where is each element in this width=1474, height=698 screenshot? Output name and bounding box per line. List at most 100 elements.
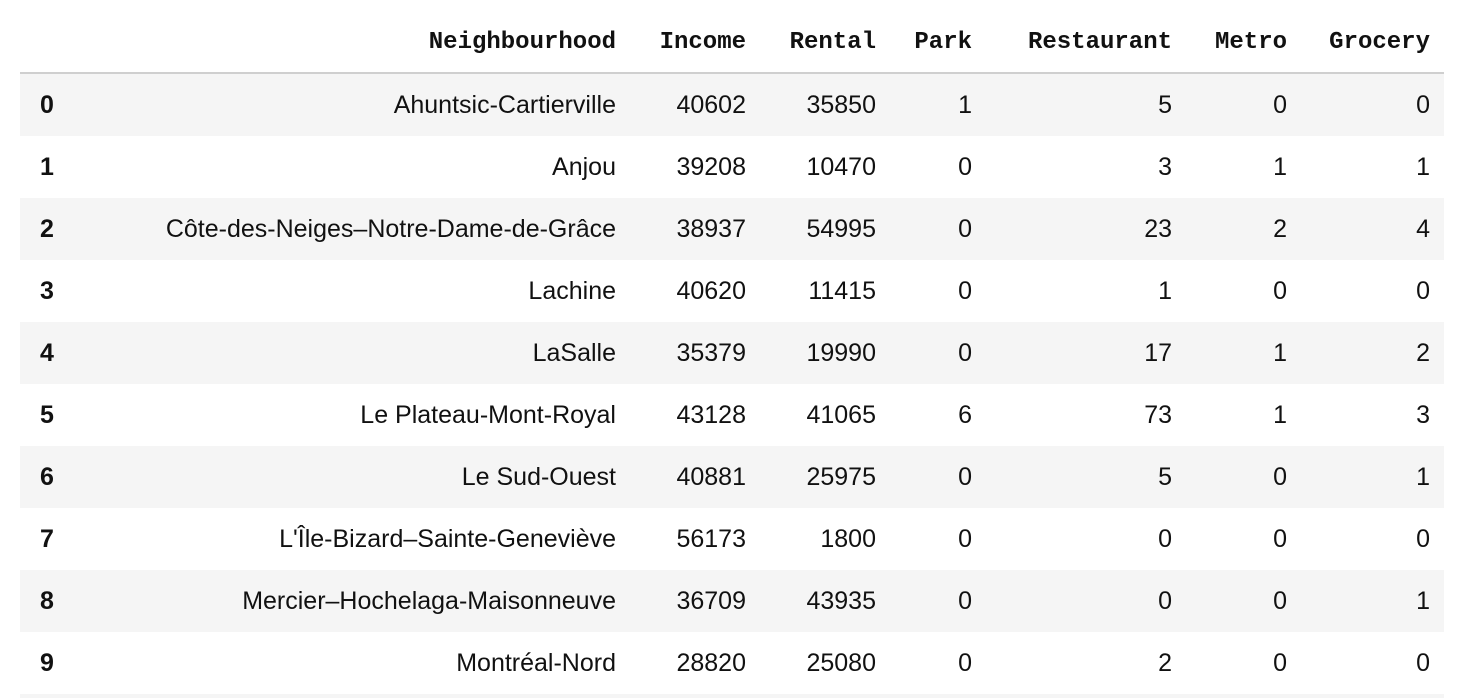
cell-park: 0: [958, 152, 972, 181]
cell-rental: 41065: [806, 400, 876, 429]
cell-park: 1: [958, 90, 972, 119]
table-row: 7 L'Île-Bizard–Sainte-Geneviève 56173 1800 0…: [20, 508, 1444, 570]
table-body: 0 Ahuntsic-Cartierville 40602 35850 1 5 0 0 1 Anj…: [20, 73, 1444, 694]
row-index: 4: [40, 338, 54, 367]
table-row: 1 Anjou 39208 10470 0 3 1 1: [20, 136, 1444, 198]
cell-income: 40602: [676, 90, 746, 119]
cell-grocery: 4: [1416, 214, 1430, 243]
cell-neighbourhood: Le Plateau-Mont-Royal: [360, 400, 616, 429]
cell-income: 43128: [676, 400, 746, 429]
table-row: 0 Ahuntsic-Cartierville 40602 35850 1 5 0 0: [20, 73, 1444, 136]
cell-restaurant: 3: [1158, 152, 1172, 181]
cell-metro: 0: [1273, 648, 1287, 677]
table-row: 5 Le Plateau-Mont-Royal 43128 41065 6 73 1 3: [20, 384, 1444, 446]
cell-grocery: 0: [1416, 90, 1430, 119]
cell-restaurant: 1: [1158, 276, 1172, 305]
cell-rental: 1800: [820, 524, 876, 553]
cell-metro: 1: [1273, 338, 1287, 367]
cell-grocery: 0: [1416, 648, 1430, 677]
table-row: 2 Côte-des-Neiges–Notre-Dame-de-Grâce 3893…: [20, 198, 1444, 260]
cell-park: 0: [958, 276, 972, 305]
cell-metro: 0: [1273, 524, 1287, 553]
cell-restaurant: 2: [1158, 648, 1172, 677]
table-row: 6 Le Sud-Ouest 40881 25975 0 5 0 1: [20, 446, 1444, 508]
header-restaurant: Restaurant: [986, 12, 1186, 74]
cell-restaurant: 5: [1158, 462, 1172, 491]
table-row: 3 Lachine 40620 11415 0 1 0 0: [20, 260, 1444, 322]
row-index: 1: [40, 152, 54, 181]
header-index: [20, 12, 98, 74]
cell-metro: 0: [1273, 90, 1287, 119]
cell-rental: 54995: [806, 214, 876, 243]
cell-income: 56173: [676, 524, 746, 553]
row-index: 8: [40, 586, 54, 615]
cell-restaurant: 0: [1158, 586, 1172, 615]
row-index: 3: [40, 276, 54, 305]
cell-park: 0: [958, 338, 972, 367]
header-park: Park: [890, 12, 986, 74]
header-rental: Rental: [760, 12, 890, 74]
cell-restaurant: 73: [1144, 400, 1172, 429]
cell-park: 0: [958, 462, 972, 491]
cell-income: 38937: [676, 214, 746, 243]
header-neighbourhood: Neighbourhood: [98, 12, 630, 74]
cell-neighbourhood: Lachine: [528, 276, 616, 305]
cell-grocery: 0: [1416, 524, 1430, 553]
cell-restaurant: 17: [1144, 338, 1172, 367]
cell-rental: 25080: [806, 648, 876, 677]
cell-metro: 1: [1273, 152, 1287, 181]
cell-park: 6: [958, 400, 972, 429]
row-index: 7: [40, 524, 54, 553]
cell-neighbourhood: Mercier–Hochelaga-Maisonneuve: [242, 586, 616, 615]
cell-neighbourhood: Montréal-Nord: [456, 648, 616, 677]
cell-metro: 0: [1273, 276, 1287, 305]
cell-park: 0: [958, 214, 972, 243]
dataframe-output: Neighbourhood Income Rental Park Restaur…: [20, 12, 1444, 694]
cell-neighbourhood: Côte-des-Neiges–Notre-Dame-de-Grâce: [165, 214, 616, 243]
cell-grocery: 0: [1416, 276, 1430, 305]
cell-rental: 43935: [806, 586, 876, 615]
dataframe-table: Neighbourhood Income Rental Park Restaur…: [20, 12, 1444, 694]
cell-neighbourhood: L'Île-Bizard–Sainte-Geneviève: [279, 524, 616, 553]
table-row: 4 LaSalle 35379 19990 0 17 1 2: [20, 322, 1444, 384]
header-row: Neighbourhood Income Rental Park Restaur…: [20, 12, 1444, 74]
cell-grocery: 1: [1416, 462, 1430, 491]
row-index: 0: [40, 90, 54, 119]
cell-restaurant: 5: [1158, 90, 1172, 119]
header-grocery: Grocery: [1301, 12, 1444, 74]
cell-restaurant: 0: [1158, 524, 1172, 553]
table-header: Neighbourhood Income Rental Park Restaur…: [20, 12, 1444, 74]
cell-income: 35379: [676, 338, 746, 367]
cell-grocery: 1: [1416, 586, 1430, 615]
cell-income: 40881: [676, 462, 746, 491]
next-row-strip: [20, 694, 1444, 698]
header-metro: Metro: [1186, 12, 1301, 74]
cell-rental: 25975: [806, 462, 876, 491]
cell-rental: 35850: [806, 90, 876, 119]
cell-grocery: 2: [1416, 338, 1430, 367]
row-index: 2: [40, 214, 54, 243]
cell-neighbourhood: Le Sud-Ouest: [461, 462, 616, 491]
row-index: 9: [40, 648, 54, 677]
row-index: 5: [40, 400, 54, 429]
header-income: Income: [630, 12, 760, 74]
cell-metro: 0: [1273, 462, 1287, 491]
cell-park: 0: [958, 648, 972, 677]
cell-metro: 2: [1273, 214, 1287, 243]
cell-park: 0: [958, 586, 972, 615]
table-row: 8 Mercier–Hochelaga-Maisonneuve 36709 43935…: [20, 570, 1444, 632]
cell-income: 28820: [676, 648, 746, 677]
cell-park: 0: [958, 524, 972, 553]
table-row: 9 Montréal-Nord 28820 25080 0 2 0 0: [20, 632, 1444, 694]
cell-income: 36709: [676, 586, 746, 615]
cell-restaurant: 23: [1144, 214, 1172, 243]
cell-neighbourhood: LaSalle: [532, 338, 616, 367]
cell-grocery: 3: [1416, 400, 1430, 429]
cell-grocery: 1: [1416, 152, 1430, 181]
cell-rental: 19990: [806, 338, 876, 367]
cell-rental: 10470: [806, 152, 876, 181]
cell-metro: 1: [1273, 400, 1287, 429]
cell-neighbourhood: Anjou: [552, 152, 616, 181]
row-index: 6: [40, 462, 54, 491]
cell-income: 39208: [676, 152, 746, 181]
